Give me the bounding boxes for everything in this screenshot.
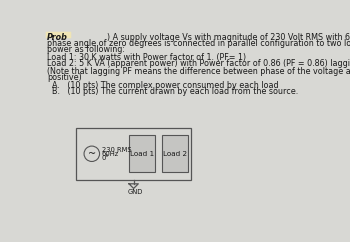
Text: 0°: 0° xyxy=(102,155,110,161)
Text: power as following:: power as following: xyxy=(47,45,125,54)
Text: Load 2: 5 K VA (apparent power) with Power factor of 0.86 (PF = 0.86) lagging.: Load 2: 5 K VA (apparent power) with Pow… xyxy=(47,59,350,68)
Text: (Note that lagging PF means the difference between phase of the voltage and phas: (Note that lagging PF means the differen… xyxy=(47,67,350,76)
Text: A.   (10 pts) The complex power consumed by each load: A. (10 pts) The complex power consumed b… xyxy=(51,81,278,90)
Text: Prob: Prob xyxy=(47,33,68,42)
Text: phase angle of zero degrees is connected in parallel configuration to two loads : phase angle of zero degrees is connected… xyxy=(47,39,350,48)
Bar xyxy=(162,135,188,172)
Bar xyxy=(129,135,155,172)
FancyBboxPatch shape xyxy=(46,32,71,38)
Text: ) A supply voltage Vs with magnitude of 230 Volt RMS with 60 Hz frequency and a: ) A supply voltage Vs with magnitude of … xyxy=(72,33,350,42)
Text: Load 2: Load 2 xyxy=(163,151,187,157)
Text: positive): positive) xyxy=(47,73,82,82)
Text: Load 1: Load 1 xyxy=(130,151,154,157)
Bar xyxy=(76,128,191,180)
Circle shape xyxy=(84,146,99,161)
Text: Load 1: 30 K watts with Power factor of 1. (PF= 1): Load 1: 30 K watts with Power factor of … xyxy=(47,53,246,62)
Text: B.   (10 pts) The current drawn by each load from the source.: B. (10 pts) The current drawn by each lo… xyxy=(51,87,298,96)
Text: ~: ~ xyxy=(88,149,96,159)
Text: 60Hz: 60Hz xyxy=(102,151,119,157)
Text: GND: GND xyxy=(127,189,143,195)
Text: 230 RMS: 230 RMS xyxy=(102,147,132,153)
